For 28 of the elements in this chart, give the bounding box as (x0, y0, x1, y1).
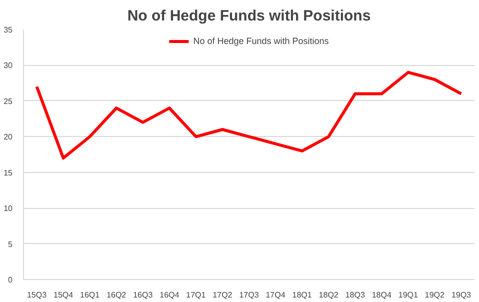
x-tick-label: 16Q1 (80, 290, 100, 300)
y-tick-label: 0 (8, 276, 14, 284)
x-tick-label: 16Q3 (133, 290, 154, 300)
x-tick-label: 18Q1 (292, 290, 312, 300)
x-tick-label: 17Q1 (186, 290, 206, 300)
x-tick-label: 17Q4 (266, 290, 286, 300)
x-tick-label: 16Q2 (106, 290, 127, 300)
x-tick-label: 18Q3 (345, 290, 366, 300)
x-tick-label: 19Q3 (451, 290, 472, 300)
x-tick-label: 17Q2 (212, 290, 233, 300)
x-tick-label: 18Q4 (372, 290, 392, 300)
y-tick-label: 20 (4, 132, 14, 142)
x-tick-label: 19Q1 (398, 290, 419, 300)
x-tick-label: 18Q2 (318, 290, 339, 300)
y-tick-label: 5 (8, 240, 14, 249)
x-tick-label: 15Q4 (54, 290, 74, 300)
x-tick-label: 17Q3 (239, 290, 260, 300)
y-tick-label: 30 (4, 61, 14, 70)
x-tick-label: 15Q3 (26, 290, 48, 300)
chart-title: No of Hedge Funds with Positions (127, 8, 371, 24)
line-series (35, 70, 463, 160)
x-tick-label: 16Q4 (160, 290, 180, 300)
y-tick-label: 35 (4, 26, 14, 34)
y-tick-label: 15 (4, 168, 14, 178)
x-tick-label: 19Q2 (424, 290, 446, 300)
y-tick-label: 25 (4, 96, 14, 106)
y-tick-label: 10 (4, 204, 14, 214)
legend-label: No of Hedge Funds with Positions (193, 36, 329, 46)
